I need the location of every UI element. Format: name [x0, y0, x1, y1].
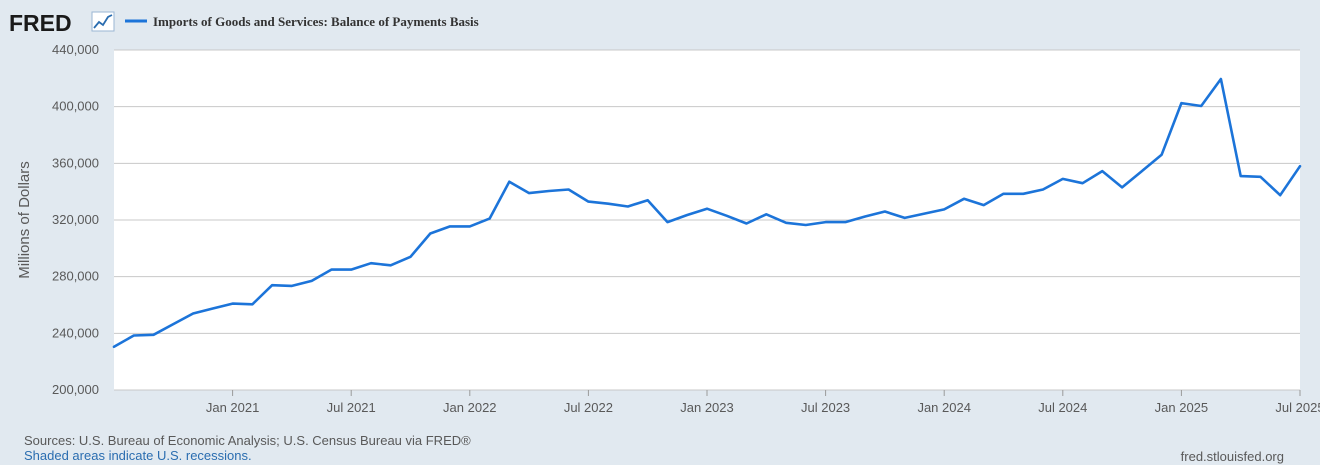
data-point[interactable]	[131, 333, 136, 338]
data-point[interactable]	[566, 187, 571, 192]
grid	[114, 49, 1300, 391]
legend: Imports of Goods and Services: Balance o…	[125, 14, 479, 29]
data-point[interactable]	[981, 203, 986, 208]
data-point[interactable]	[922, 211, 927, 216]
x-tick-label: Jan 2023	[680, 400, 734, 415]
line-graph-icon	[91, 11, 115, 32]
x-tick-label: Jul 2021	[327, 400, 376, 415]
data-point[interactable]	[1080, 181, 1085, 186]
y-tick-label: 320,000	[52, 212, 99, 227]
data-point[interactable]	[191, 311, 196, 316]
data-point[interactable]	[784, 220, 789, 225]
data-point[interactable]	[863, 214, 868, 219]
data-point[interactable]	[448, 224, 453, 229]
y-tick-label: 240,000	[52, 325, 99, 340]
data-point[interactable]	[408, 254, 413, 259]
data-point[interactable]	[962, 196, 967, 201]
y-axis: 200,000 240,000 280,000 320,000 360,000 400,0…	[52, 42, 99, 397]
data-point[interactable]	[665, 220, 670, 225]
x-tick-label: Jan 2021	[206, 400, 260, 415]
data-point[interactable]	[803, 223, 808, 228]
fred-logo[interactable]: FRED	[9, 10, 115, 36]
data-point[interactable]	[250, 302, 255, 307]
data-point[interactable]	[942, 207, 947, 212]
x-tick-label: Jan 2025	[1155, 400, 1209, 415]
data-point[interactable]	[151, 332, 156, 337]
data-point[interactable]	[724, 213, 729, 218]
data-point[interactable]	[882, 209, 887, 214]
data-point[interactable]	[823, 220, 828, 225]
data-point[interactable]	[507, 179, 512, 184]
site-link[interactable]: fred.stlouisfed.org	[1181, 449, 1284, 464]
data-point[interactable]	[764, 212, 769, 217]
fred-logo-text[interactable]: FRED	[9, 10, 72, 36]
data-point[interactable]	[527, 191, 532, 196]
data-point[interactable]	[1139, 169, 1144, 174]
data-point[interactable]	[645, 198, 650, 203]
data-point[interactable]	[467, 224, 472, 229]
data-point[interactable]	[112, 344, 117, 349]
data-point[interactable]	[1258, 174, 1263, 179]
data-point[interactable]	[1041, 187, 1046, 192]
data-point[interactable]	[1159, 152, 1164, 157]
data-point[interactable]	[428, 231, 433, 236]
x-tick-label: Jul 2025	[1275, 400, 1320, 415]
data-point[interactable]	[1021, 191, 1026, 196]
sources-note: Sources: U.S. Bureau of Economic Analysi…	[24, 433, 471, 448]
series-group	[112, 77, 1303, 349]
data-point[interactable]	[685, 213, 690, 218]
data-point[interactable]	[1060, 176, 1065, 181]
data-point[interactable]	[369, 261, 374, 266]
data-point[interactable]	[388, 263, 393, 268]
y-tick-label: 360,000	[52, 155, 99, 170]
data-point[interactable]	[1298, 164, 1303, 169]
data-point[interactable]	[1100, 169, 1105, 174]
data-point[interactable]	[270, 283, 275, 288]
data-point[interactable]	[487, 216, 492, 221]
data-point[interactable]	[1120, 185, 1125, 190]
series-line	[112, 77, 1302, 349]
data-point[interactable]	[1218, 77, 1223, 82]
x-tick-label: Jul 2022	[564, 400, 613, 415]
data-point[interactable]	[625, 204, 630, 209]
x-tick-label: Jan 2024	[917, 400, 971, 415]
data-point[interactable]	[744, 221, 749, 226]
data-point[interactable]	[289, 283, 294, 288]
legend-label: Imports of Goods and Services: Balance o…	[153, 14, 479, 29]
y-tick-label: 400,000	[52, 99, 99, 114]
y-tick-label: 440,000	[52, 42, 99, 57]
data-point[interactable]	[1199, 104, 1204, 109]
y-tick-label: 280,000	[52, 269, 99, 284]
data-point[interactable]	[309, 278, 314, 283]
data-point[interactable]	[349, 267, 354, 272]
data-point[interactable]	[705, 206, 710, 211]
data-point[interactable]	[171, 322, 176, 327]
x-tick-label: Jan 2022	[443, 400, 497, 415]
data-point[interactable]	[546, 189, 551, 194]
data-point[interactable]	[210, 306, 215, 311]
x-tick-label: Jul 2023	[801, 400, 850, 415]
x-tick-label: Jul 2024	[1038, 400, 1087, 415]
data-point[interactable]	[1278, 193, 1283, 198]
x-axis: Jan 2021 Jul 2021 Jan 2022 Jul 2022 Jan 2023…	[206, 390, 1320, 415]
data-point[interactable]	[902, 215, 907, 220]
data-point[interactable]	[1001, 191, 1006, 196]
y-tick-label: 200,000	[52, 382, 99, 397]
data-point[interactable]	[1238, 174, 1243, 179]
data-point[interactable]	[1179, 101, 1184, 106]
data-point[interactable]	[606, 201, 611, 206]
y-axis-label: Millions of Dollars	[16, 161, 33, 279]
data-point[interactable]	[843, 220, 848, 225]
data-point[interactable]	[329, 267, 334, 272]
data-point[interactable]	[586, 199, 591, 204]
recessions-note[interactable]: Shaded areas indicate U.S. recessions.	[24, 448, 252, 463]
data-point[interactable]	[230, 301, 235, 306]
